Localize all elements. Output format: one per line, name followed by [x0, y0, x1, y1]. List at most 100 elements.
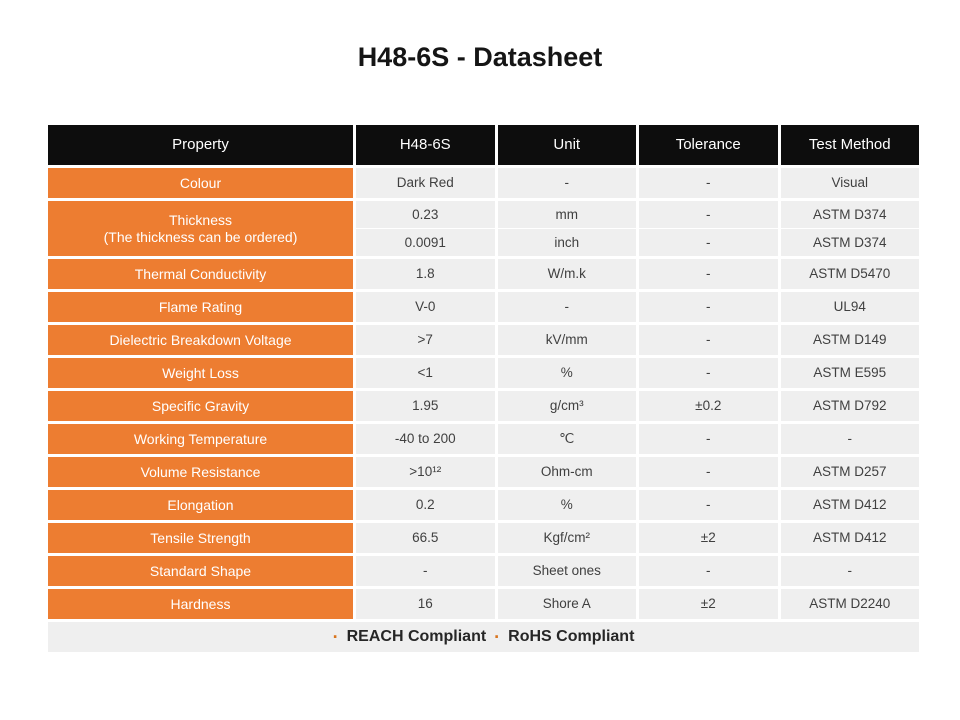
unit-cell: Shore A	[497, 589, 636, 619]
table-row-weight-loss: Weight Loss <1 % - ASTM E595	[48, 358, 919, 388]
property-cell: Dielectric Breakdown Voltage	[48, 325, 353, 355]
header-property: Property	[48, 125, 353, 165]
table-row-hardness: Hardness 16 Shore A ±2 ASTM D2240	[48, 589, 919, 619]
table-row-dielectric-breakdown-voltage: Dielectric Breakdown Voltage >7 kV/mm - …	[48, 325, 919, 355]
method-cell: ASTM D2240	[780, 589, 919, 619]
tolerance-cell: -	[639, 424, 778, 454]
tolerance-cell: -	[639, 556, 778, 586]
tolerance-cell: -	[639, 325, 778, 355]
tolerance-cell: ±2	[639, 589, 778, 619]
property-cell: Working Temperature	[48, 424, 353, 454]
thickness-subrows: 0.23 mm - ASTM D374 0.0091 inch - ASTM D…	[356, 201, 919, 256]
value-cell: 0.2	[356, 490, 495, 520]
method-cell: -	[780, 556, 919, 586]
property-cell: Tensile Strength	[48, 523, 353, 553]
header-tolerance: Tolerance	[639, 125, 778, 165]
property-line-2: (The thickness can be ordered)	[103, 228, 298, 245]
header-unit: Unit	[497, 125, 636, 165]
property-cell: Thermal Conductivity	[48, 259, 353, 289]
property-cell: Elongation	[48, 490, 353, 520]
unit-cell: g/cm³	[497, 391, 636, 421]
property-cell: Thickness (The thickness can be ordered)	[48, 201, 353, 256]
tolerance-cell: -	[639, 168, 778, 198]
bullet-icon: ·	[494, 627, 501, 647]
table-row-specific-gravity: Specific Gravity 1.95 g/cm³ ±0.2 ASTM D7…	[48, 391, 919, 421]
unit-cell: %	[497, 358, 636, 388]
table-row-tensile-strength: Tensile Strength 66.5 Kgf/cm² ±2 ASTM D4…	[48, 523, 919, 553]
thickness-subrow-mm: 0.23 mm - ASTM D374	[356, 201, 919, 228]
property-cell: Volume Resistance	[48, 457, 353, 487]
property-cell: Flame Rating	[48, 292, 353, 322]
value-cell: 1.8	[356, 259, 495, 289]
table-row-volume-resistance: Volume Resistance >10¹² Ohm-cm - ASTM D2…	[48, 457, 919, 487]
method-cell: ASTM D412	[780, 490, 919, 520]
compliance-item-rohs: RoHS Compliant	[508, 628, 635, 645]
thickness-subrow-inch: 0.0091 inch - ASTM D374	[356, 229, 919, 256]
unit-cell: -	[497, 292, 636, 322]
method-cell: ASTM D5470	[780, 259, 919, 289]
value-cell: V-0	[356, 292, 495, 322]
bullet-icon: ·	[332, 627, 339, 647]
header-test-method: Test Method	[780, 125, 919, 165]
value-cell: 66.5	[356, 523, 495, 553]
unit-cell: kV/mm	[497, 325, 636, 355]
unit-cell: Sheet ones	[497, 556, 636, 586]
table-row-standard-shape: Standard Shape - Sheet ones - -	[48, 556, 919, 586]
unit-cell: ℃	[497, 424, 636, 454]
tolerance-cell: -	[639, 259, 778, 289]
value-cell: 0.23	[356, 201, 495, 228]
method-cell: Visual	[780, 168, 919, 198]
unit-cell: %	[497, 490, 636, 520]
property-cell: Weight Loss	[48, 358, 353, 388]
table-row-working-temperature: Working Temperature -40 to 200 ℃ - -	[48, 424, 919, 454]
property-line-1: Thickness	[168, 212, 233, 229]
method-cell: ASTM E595	[780, 358, 919, 388]
method-cell: -	[780, 424, 919, 454]
property-cell: Colour	[48, 168, 353, 198]
method-cell: ASTM D374	[780, 229, 919, 256]
tolerance-cell: ±0.2	[639, 391, 778, 421]
tolerance-cell: -	[639, 358, 778, 388]
tolerance-cell: -	[639, 201, 778, 228]
method-cell: ASTM D257	[780, 457, 919, 487]
method-cell: ASTM D412	[780, 523, 919, 553]
unit-cell: mm	[497, 201, 636, 228]
compliance-item-reach: REACH Compliant	[346, 628, 487, 645]
unit-cell: inch	[497, 229, 636, 256]
table-header-row: Property H48-6S Unit Tolerance Test Meth…	[48, 125, 919, 165]
unit-cell: Ohm-cm	[497, 457, 636, 487]
page-title: H48-6S - Datasheet	[357, 42, 603, 72]
property-cell: Hardness	[48, 589, 353, 619]
unit-cell: W/m.k	[497, 259, 636, 289]
table-row-flame-rating: Flame Rating V-0 - - UL94	[48, 292, 919, 322]
method-cell: UL94	[780, 292, 919, 322]
value-cell: 1.95	[356, 391, 495, 421]
table-row-colour: Colour Dark Red - - Visual	[48, 168, 919, 198]
table-row-thermal-conductivity: Thermal Conductivity 1.8 W/m.k - ASTM D5…	[48, 259, 919, 289]
property-cell: Specific Gravity	[48, 391, 353, 421]
datasheet-table: Property H48-6S Unit Tolerance Test Meth…	[48, 125, 919, 652]
value-cell: >7	[356, 325, 495, 355]
value-cell: 0.0091	[356, 229, 495, 256]
method-cell: ASTM D792	[780, 391, 919, 421]
tolerance-cell: -	[639, 457, 778, 487]
method-cell: ASTM D374	[780, 201, 919, 228]
value-cell: -	[356, 556, 495, 586]
value-cell: 16	[356, 589, 495, 619]
table-row-elongation: Elongation 0.2 % - ASTM D412	[48, 490, 919, 520]
tolerance-cell: -	[639, 292, 778, 322]
unit-cell: -	[497, 168, 636, 198]
table-row-thickness: Thickness (The thickness can be ordered)…	[48, 201, 919, 256]
value-cell: >10¹²	[356, 457, 495, 487]
property-cell: Standard Shape	[48, 556, 353, 586]
value-cell: -40 to 200	[356, 424, 495, 454]
header-value: H48-6S	[356, 125, 495, 165]
compliance-footer: · REACH Compliant · RoHS Compliant	[48, 622, 919, 652]
unit-cell: Kgf/cm²	[497, 523, 636, 553]
tolerance-cell: ±2	[639, 523, 778, 553]
method-cell: ASTM D149	[780, 325, 919, 355]
value-cell: Dark Red	[356, 168, 495, 198]
value-cell: <1	[356, 358, 495, 388]
tolerance-cell: -	[639, 490, 778, 520]
